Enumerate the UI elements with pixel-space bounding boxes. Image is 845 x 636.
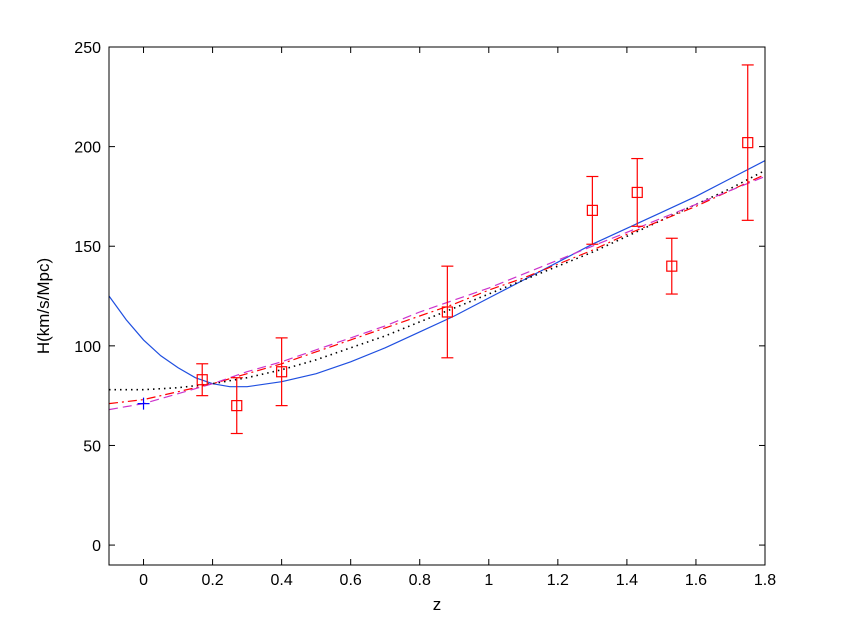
- square-marker: [231, 400, 243, 412]
- x-tick-label: 1.4: [616, 572, 638, 589]
- model-curve-dash-dot: [108, 173, 766, 405]
- square-marker: [586, 204, 598, 216]
- observation-point: [665, 237, 678, 295]
- y-tick-label: 150: [74, 239, 101, 256]
- square-marker: [276, 366, 288, 378]
- y-tick-label: 250: [74, 40, 101, 57]
- square-marker: [441, 306, 453, 318]
- x-axis-label: z: [433, 595, 442, 614]
- y-axis-label: H(km/s/Mpc): [34, 258, 53, 354]
- observation-point: [275, 337, 288, 407]
- observation-point: [741, 64, 754, 221]
- x-tick-label: 0: [139, 572, 148, 589]
- observation-point: [441, 265, 454, 359]
- square-marker: [631, 186, 643, 199]
- data-layer: [137, 64, 754, 435]
- reference-point: [137, 397, 150, 410]
- y-tick-label: 50: [83, 438, 101, 455]
- ticks-layer: 0 0.2 0.4 0.6 0.8 1 1.2 1.4 1.6 1.8 0 50 100 150 200 25…: [74, 40, 776, 589]
- x-tick-label: 0.2: [201, 572, 223, 589]
- square-marker: [666, 260, 678, 272]
- observation-point: [631, 157, 644, 227]
- x-tick-label: 1.2: [547, 572, 569, 589]
- x-tick-label: 1.8: [754, 572, 776, 589]
- x-tick-label: 0.4: [271, 572, 293, 589]
- model-curve-solid: [108, 160, 766, 388]
- observation-point: [230, 377, 243, 435]
- model-curve-dashed: [108, 175, 766, 411]
- x-tick-label: 0.8: [409, 572, 431, 589]
- observation-point: [196, 363, 209, 397]
- axes-frame: [108, 46, 766, 566]
- y-tick-label: 100: [74, 339, 101, 356]
- x-tick-label: 0.6: [340, 572, 362, 589]
- x-tick-label: 1.6: [685, 572, 707, 589]
- y-tick-label: 0: [92, 538, 101, 555]
- observation-point: [586, 175, 599, 245]
- series-layer: [108, 160, 766, 411]
- x-tick-label: 1: [484, 572, 493, 589]
- y-tick-label: 200: [74, 140, 101, 157]
- square-marker: [742, 137, 754, 149]
- square-marker: [196, 374, 208, 386]
